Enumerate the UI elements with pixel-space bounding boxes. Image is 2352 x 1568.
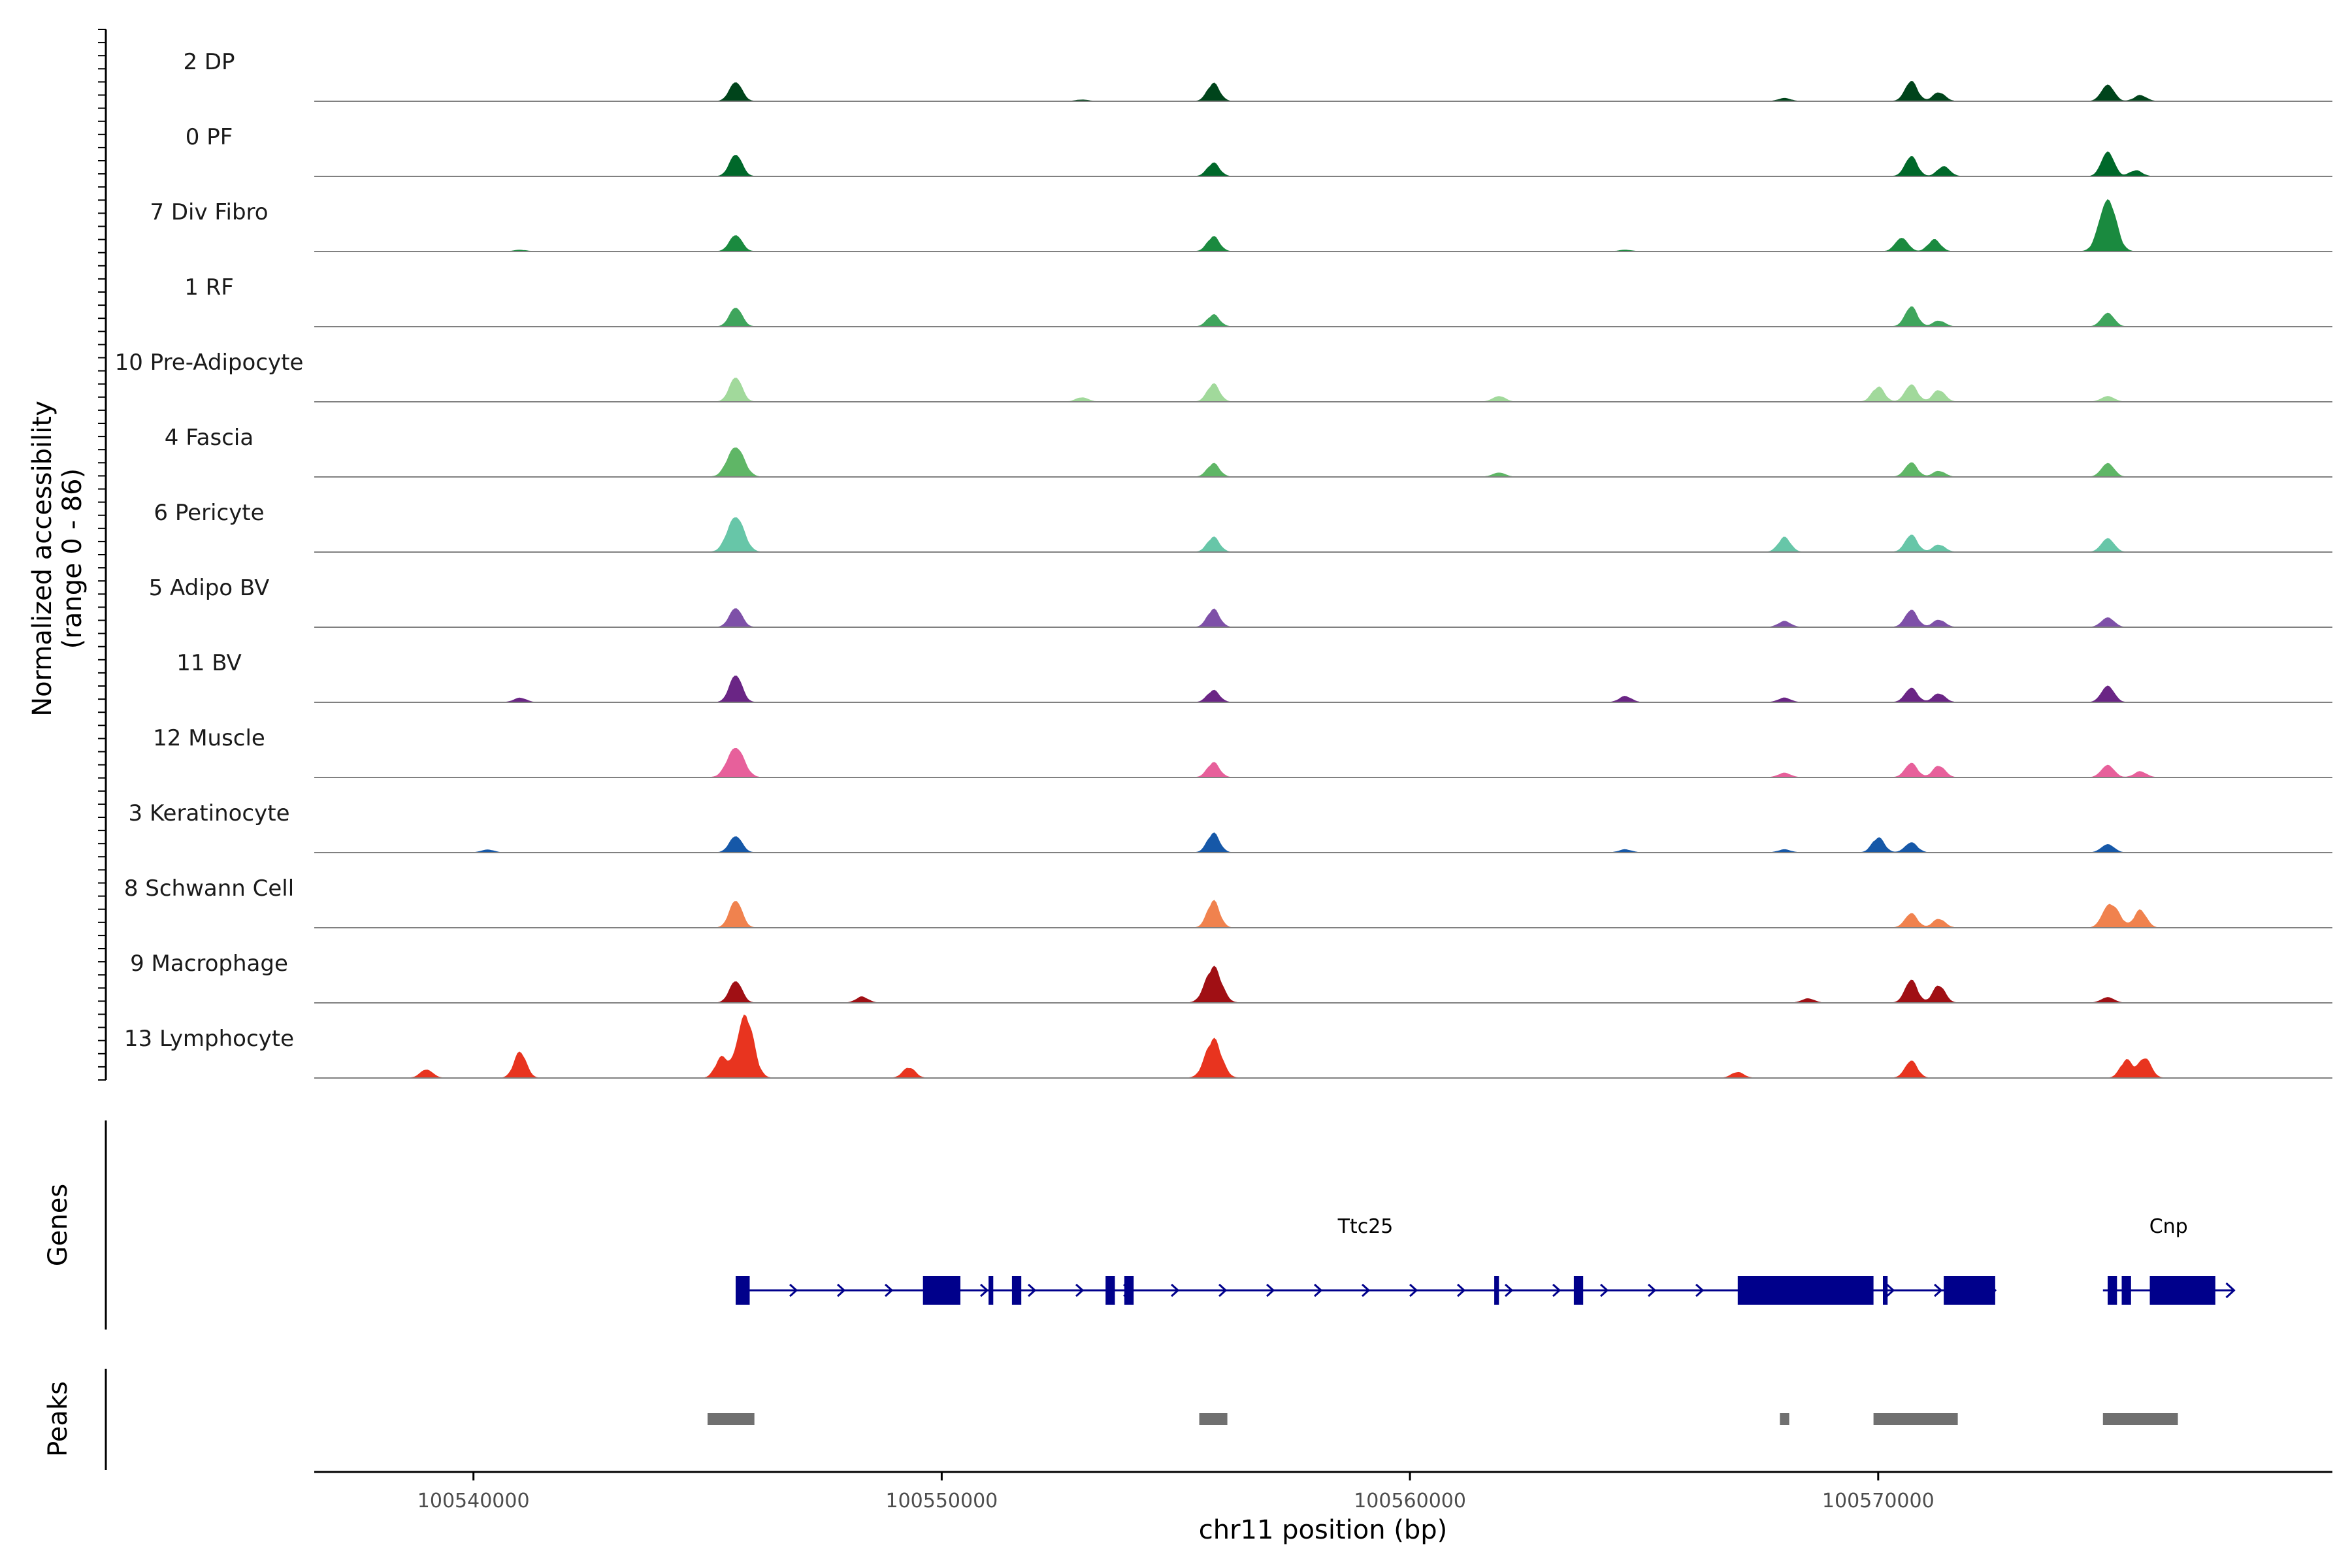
gene-annotations: Ttc25 Cnp bbox=[736, 1215, 2236, 1305]
strand-arrow bbox=[1409, 1283, 1418, 1298]
coverage-y-axis-ticks bbox=[98, 29, 106, 1081]
strand-arrow bbox=[1934, 1283, 1943, 1298]
x-axis-tick-label: 100540000 bbox=[417, 1490, 530, 1512]
gene-exon bbox=[1737, 1276, 1874, 1305]
track-label: 7 Div Fibro bbox=[150, 199, 268, 225]
peak-region bbox=[1873, 1413, 1958, 1425]
coverage-track: 13 Lymphocyte bbox=[124, 1014, 2332, 1079]
peak-regions bbox=[708, 1413, 2178, 1425]
strand-arrow bbox=[980, 1283, 989, 1298]
coverage-track: 0 PF bbox=[186, 124, 2332, 177]
gene-model: Ttc25 bbox=[736, 1215, 1997, 1305]
strand-arrow bbox=[1648, 1283, 1657, 1298]
gene-exon bbox=[923, 1276, 960, 1305]
strand-arrow bbox=[1075, 1283, 1085, 1298]
strand-arrow bbox=[885, 1283, 894, 1298]
peak-region bbox=[1780, 1413, 1789, 1425]
coverage-track: 7 Div Fibro bbox=[150, 199, 2332, 252]
coverage-y-axis-title-line2: (range 0 - 86) bbox=[57, 468, 88, 649]
coverage-y-axis-title-line1: Normalized accessibility bbox=[27, 400, 57, 717]
strand-arrow bbox=[1552, 1283, 1561, 1298]
gene-exon bbox=[988, 1276, 994, 1305]
gene-label: Cnp bbox=[2149, 1215, 2188, 1238]
track-label: 6 Pericyte bbox=[154, 500, 264, 526]
x-axis-tick-label: 100570000 bbox=[1822, 1490, 1935, 1512]
strand-arrow bbox=[1028, 1283, 1037, 1298]
strand-arrow bbox=[1362, 1283, 1371, 1298]
strand-arrow bbox=[1266, 1283, 1275, 1298]
coverage-track: 2 DP bbox=[183, 49, 2332, 102]
gene-exon bbox=[2121, 1276, 2131, 1305]
gene-label: Ttc25 bbox=[1337, 1215, 1394, 1238]
x-axis-ticks: 100540000 100550000 100560000 100570000 bbox=[417, 1472, 1935, 1512]
gene-exon bbox=[1883, 1276, 1888, 1305]
x-axis-title: chr11 position (bp) bbox=[1199, 1515, 1448, 1545]
coverage-track: 6 Pericyte bbox=[154, 500, 2332, 553]
strand-arrow bbox=[1600, 1283, 1609, 1298]
peak-region bbox=[2102, 1413, 2178, 1425]
strand-arrow bbox=[1886, 1283, 1895, 1298]
coverage-track: 9 Macrophage bbox=[130, 951, 2332, 1004]
gene-exon bbox=[1011, 1276, 1022, 1305]
track-label: 13 Lymphocyte bbox=[124, 1026, 294, 1052]
peak-region bbox=[708, 1413, 755, 1425]
gene-exon bbox=[1573, 1276, 1584, 1305]
strand-arrow bbox=[837, 1283, 846, 1298]
track-label: 2 DP bbox=[183, 49, 235, 75]
track-label: 10 Pre-Adipocyte bbox=[115, 350, 304, 376]
coverage-track: 11 BV bbox=[176, 650, 2332, 703]
strand-arrow bbox=[1171, 1283, 1180, 1298]
track-label: 12 Muscle bbox=[153, 725, 265, 751]
gene-exon bbox=[1944, 1276, 1995, 1305]
peak-region bbox=[1199, 1413, 1228, 1425]
gene-exon bbox=[1105, 1276, 1115, 1305]
track-label: 8 Schwann Cell bbox=[124, 875, 294, 902]
coverage-tracks: 2 DP 0 PF 7 Div Fibro 1 RF 10 Pre-Adipocyte 4… bbox=[115, 49, 2332, 1079]
track-label: 0 PF bbox=[186, 124, 233, 150]
coverage-track: 5 Adipo BV bbox=[149, 575, 2332, 628]
gene-exon bbox=[2149, 1276, 2215, 1305]
gene-exon bbox=[1494, 1276, 1499, 1305]
coverage-track: 10 Pre-Adipocyte bbox=[115, 350, 2332, 402]
coverage-track: 8 Schwann Cell bbox=[124, 875, 2332, 928]
track-label: 1 RF bbox=[184, 274, 234, 301]
coverage-track: 1 RF bbox=[184, 274, 2332, 327]
strand-arrow bbox=[1218, 1283, 1228, 1298]
track-label: 11 BV bbox=[176, 650, 242, 676]
x-axis-tick-label: 100550000 bbox=[885, 1490, 998, 1512]
track-label: 5 Adipo BV bbox=[149, 575, 270, 601]
track-label: 3 Keratinocyte bbox=[129, 800, 290, 826]
strand-arrow bbox=[1505, 1283, 1514, 1298]
gene-exon bbox=[2108, 1276, 2117, 1305]
gene-exon bbox=[1124, 1276, 1134, 1305]
strand-arrow bbox=[1314, 1283, 1323, 1298]
coverage-track: 4 Fascia bbox=[165, 425, 2332, 478]
strand-arrow bbox=[2225, 1282, 2236, 1299]
gene-model: Cnp bbox=[2102, 1215, 2236, 1305]
strand-arrow bbox=[1457, 1283, 1466, 1298]
gene-exon bbox=[736, 1276, 750, 1305]
coverage-track: 3 Keratinocyte bbox=[129, 800, 2332, 853]
strand-arrow bbox=[789, 1283, 798, 1298]
track-label: 9 Macrophage bbox=[130, 951, 288, 977]
track-label: 4 Fascia bbox=[165, 425, 253, 451]
x-axis-tick-label: 100560000 bbox=[1354, 1490, 1466, 1512]
genes-axis-title: Genes bbox=[43, 1184, 73, 1266]
peaks-axis-title: Peaks bbox=[43, 1381, 73, 1457]
coverage-track: 12 Muscle bbox=[153, 725, 2332, 778]
strand-arrow bbox=[1695, 1283, 1705, 1298]
